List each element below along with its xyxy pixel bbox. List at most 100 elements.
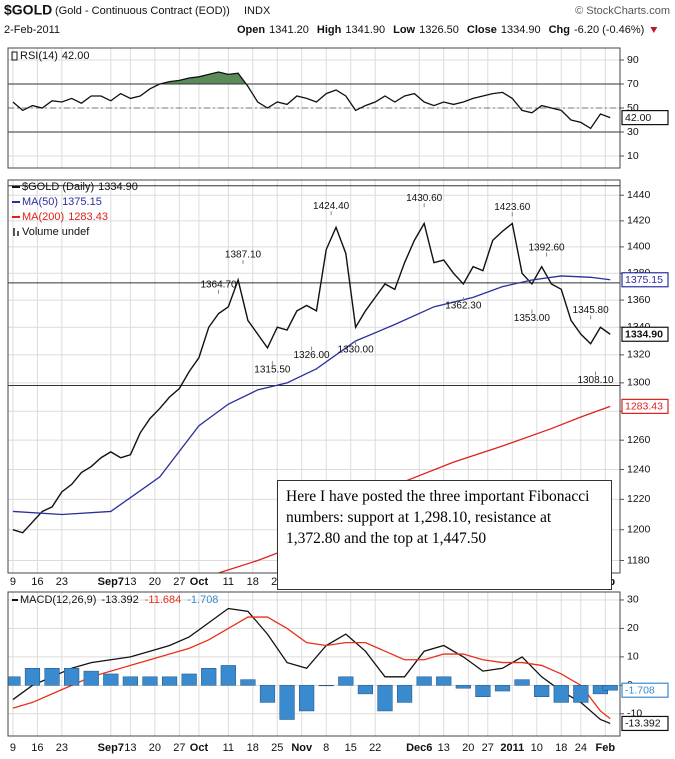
histogram-bar xyxy=(573,685,589,703)
legend-value: -1.708 xyxy=(187,594,218,606)
histogram-bar xyxy=(279,685,295,720)
exchange: INDX xyxy=(244,5,271,17)
histogram-bar xyxy=(416,676,432,686)
x-tick-label: Dec6 xyxy=(406,742,432,754)
y-tick-label: 1180 xyxy=(627,554,650,566)
price-label: 1315.50 xyxy=(254,365,291,376)
quote-value: 1341.90 xyxy=(345,24,385,36)
x-tick-label: 11 xyxy=(223,742,234,754)
legend-swatch xyxy=(13,228,15,236)
histogram-bar xyxy=(259,685,276,703)
price-label: 1424.40 xyxy=(313,201,350,212)
y-tick-label: 50 xyxy=(627,102,639,114)
histogram-bar xyxy=(122,676,138,686)
quote-value: -6.20 (-0.46%) xyxy=(574,24,644,36)
series-line xyxy=(12,275,611,516)
histogram-bar xyxy=(103,673,119,686)
histogram-bar xyxy=(44,668,60,686)
histogram-bar xyxy=(455,685,471,689)
panel-frame xyxy=(7,591,621,737)
histogram-bar xyxy=(534,685,550,697)
x-tick-label: 27 xyxy=(173,576,185,588)
value-tag xyxy=(621,682,669,698)
x-tick-label: 16 xyxy=(31,576,43,588)
histogram-bar xyxy=(64,668,80,686)
x-tick-label: 18 xyxy=(555,742,567,754)
y-tick-label: 30 xyxy=(627,126,639,138)
y-tick-label: 1420 xyxy=(627,215,651,227)
histogram-bar xyxy=(396,685,413,703)
series-line xyxy=(12,616,611,720)
histogram-bar xyxy=(181,673,197,686)
histogram-bar xyxy=(8,676,21,686)
histogram-bar xyxy=(142,676,158,686)
quote-label: Low xyxy=(393,24,415,36)
quote-label: Close xyxy=(467,24,497,36)
annotation-box: Here I have posted the three important F… xyxy=(277,480,612,590)
panel-frame xyxy=(7,47,621,169)
x-tick-label: 9 xyxy=(10,742,16,754)
histogram-bar xyxy=(318,685,334,687)
histogram-bar xyxy=(436,676,452,686)
x-tick-label: 25 xyxy=(271,742,283,754)
price-label: 1353.00 xyxy=(514,313,551,324)
panel xyxy=(8,592,620,736)
panel xyxy=(8,180,620,573)
x-tick-label: 10 xyxy=(531,742,543,754)
legend-value: 1375.15 xyxy=(62,196,102,208)
x-tick-label: 8 xyxy=(323,742,329,754)
price-label: 1392.60 xyxy=(528,242,565,253)
x-tick-label: Nov xyxy=(291,742,313,754)
histogram-bar xyxy=(357,685,374,695)
x-tick-label: 9 xyxy=(10,576,16,588)
date: 2-Feb-2011 xyxy=(4,24,60,36)
histogram-bar xyxy=(240,679,256,686)
y-tick-label: 10 xyxy=(627,150,639,162)
x-tick-label: 20 xyxy=(149,742,161,754)
series-line xyxy=(12,607,611,725)
histogram-bar xyxy=(201,668,217,686)
value-tag-label: 42.00 xyxy=(625,112,651,124)
y-tick-label: 1440 xyxy=(627,189,651,201)
value-tag xyxy=(621,715,669,732)
x-tick-label: 24 xyxy=(575,742,587,754)
quote-value: 1334.90 xyxy=(501,24,541,36)
legend-swatch xyxy=(17,231,19,236)
legend-value: -13.392 xyxy=(101,594,138,606)
value-tag-label: 1375.15 xyxy=(625,274,663,286)
x-tick-label: 15 xyxy=(345,742,357,754)
quote-value: 1341.20 xyxy=(269,24,309,36)
value-tag-label: -1.708 xyxy=(625,684,655,696)
y-tick-label: 1360 xyxy=(627,294,651,306)
quote-value: 1326.50 xyxy=(419,24,459,36)
y-tick-label: 90 xyxy=(627,54,639,66)
legend-value: 42.00 xyxy=(62,50,90,62)
symbol: $GOLD xyxy=(4,2,52,18)
histogram-bar xyxy=(514,679,530,686)
value-tag xyxy=(621,109,669,126)
x-tick-label: 23 xyxy=(56,742,68,754)
y-tick-label: 1220 xyxy=(627,493,651,505)
legend-value: 1334.90 xyxy=(98,181,138,193)
value-tag xyxy=(621,398,669,414)
series-line xyxy=(12,71,611,130)
histogram-bar xyxy=(161,676,178,686)
x-tick-label: 20 xyxy=(462,742,474,754)
y-tick-label: 1240 xyxy=(627,463,651,475)
x-tick-label: 13 xyxy=(124,742,136,754)
quote-label: Chg xyxy=(549,24,570,36)
y-tick-label: 70 xyxy=(627,78,639,90)
price-label: 1362.30 xyxy=(445,301,482,312)
price-label: 1326.00 xyxy=(293,350,330,361)
price-label: 1364.70 xyxy=(200,279,237,290)
x-tick-label: 16 xyxy=(31,742,43,754)
histogram-bar xyxy=(83,670,99,686)
legend-swatch xyxy=(11,51,18,61)
x-tick-label: 20 xyxy=(149,576,161,588)
histogram-bar xyxy=(338,676,354,686)
legend-name: MA(200) xyxy=(22,211,64,223)
panel xyxy=(8,48,620,168)
histogram-bar xyxy=(220,665,236,686)
histogram-bar xyxy=(494,685,511,692)
